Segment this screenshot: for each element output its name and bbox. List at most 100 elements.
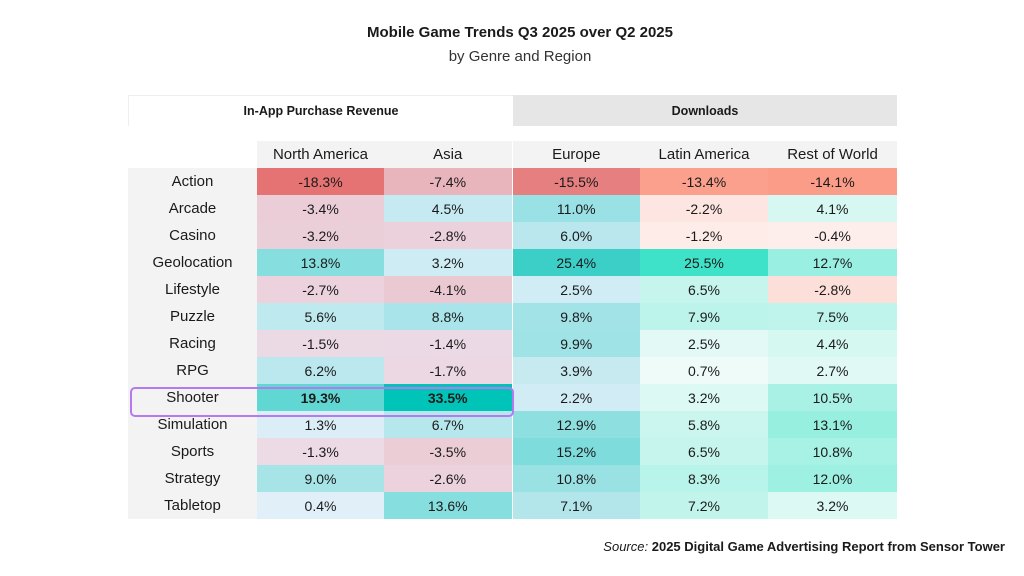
heatmap-cell: -3.2% [257,222,384,249]
heatmap-cell: 3.2% [640,384,768,411]
row-label: Geolocation [128,249,257,276]
heatmap-cell: 25.4% [511,249,640,276]
row-label: Tabletop [128,492,257,519]
heatmap-cell: 3.2% [384,249,512,276]
row-label: Shooter [128,384,257,411]
heatmap-cell: 5.6% [257,303,384,330]
heatmap-table: North America Asia Europe Latin America Rest… [128,141,897,519]
heatmap-cell: 13.8% [257,249,384,276]
heatmap-cell: 6.7% [384,411,512,438]
heatmap-cell: -1.3% [257,438,384,465]
row-label: Arcade [128,195,257,222]
heatmap-cell: 10.5% [768,384,897,411]
column-header: Latin America [640,141,768,168]
heatmap-cell: 13.1% [768,411,897,438]
heatmap-cell: -18.3% [257,168,384,195]
heatmap-cell: -2.7% [257,276,384,303]
heatmap-cell: 2.5% [640,330,768,357]
table-row: Sports -1.3% -3.5% 15.2% 6.5% 10.8% [128,438,897,465]
heatmap-cell: -14.1% [768,168,897,195]
heatmap-cell: 12.7% [768,249,897,276]
heatmap-cell: 6.5% [640,438,768,465]
table-row: Casino -3.2% -2.8% 6.0% -1.2% -0.4% [128,222,897,249]
heatmap-cell: -2.2% [640,195,768,222]
heatmap-cell: 2.5% [511,276,640,303]
heatmap-cell: 3.9% [511,357,640,384]
table-row: Tabletop 0.4% 13.6% 7.1% 7.2% 3.2% [128,492,897,519]
heatmap-cell: 1.3% [257,411,384,438]
column-header: Asia [384,141,512,168]
heatmap-cell: -1.5% [257,330,384,357]
table-row: RPG 6.2% -1.7% 3.9% 0.7% 2.7% [128,357,897,384]
heatmap-cell: 10.8% [511,465,640,492]
row-label: Strategy [128,465,257,492]
heatmap-cell: 6.5% [640,276,768,303]
heatmap-cell: 8.3% [640,465,768,492]
heatmap-cell: -3.4% [257,195,384,222]
table-row: Action -18.3% -7.4% -15.5% -13.4% -14.1% [128,168,897,195]
row-label: Racing [128,330,257,357]
heatmap-cell: 6.2% [257,357,384,384]
chart-title: Mobile Game Trends Q3 2025 over Q2 2025 [367,24,673,41]
column-header: Europe [511,141,640,168]
tab-bar: In-App Purchase Revenue Downloads [128,95,897,126]
heatmap-cell: 7.5% [768,303,897,330]
table-row: Racing -1.5% -1.4% 9.9% 2.5% 4.4% [128,330,897,357]
heatmap-cell: 0.4% [257,492,384,519]
heatmap-cell: -4.1% [384,276,512,303]
heatmap-cell: 4.4% [768,330,897,357]
heatmap-cell: 6.0% [511,222,640,249]
heatmap-cell: 8.8% [384,303,512,330]
heatmap-cell: 2.2% [511,384,640,411]
source-note: Source: 2025 Digital Game Advertising Re… [603,539,1005,554]
heatmap-cell: -1.7% [384,357,512,384]
heatmap-cell: 9.0% [257,465,384,492]
source-prefix: Source: [603,539,649,554]
heatmap-cell: 13.6% [384,492,512,519]
heatmap-cell: -1.4% [384,330,512,357]
heatmap-cell: 7.1% [511,492,640,519]
heatmap-cell: -3.5% [384,438,512,465]
heatmap-cell: 2.7% [768,357,897,384]
heatmap-cell: 3.2% [768,492,897,519]
heatmap-cell: 7.9% [640,303,768,330]
tab-downloads[interactable]: Downloads [513,95,897,126]
row-label: Action [128,168,257,195]
row-label: Sports [128,438,257,465]
heatmap-cell: -7.4% [384,168,512,195]
table-row: Shooter 19.3% 33.5% 2.2% 3.2% 10.5% [128,384,897,411]
heatmap-cell: 4.5% [384,195,512,222]
column-header: North America [257,141,384,168]
heatmap-cell: 5.8% [640,411,768,438]
heatmap-cell: -2.8% [384,222,512,249]
heatmap-cell: -13.4% [640,168,768,195]
row-label: Casino [128,222,257,249]
row-label: Simulation [128,411,257,438]
heatmap-cell: 9.9% [511,330,640,357]
source-text: 2025 Digital Game Advertising Report fro… [651,539,1005,554]
table-row: Strategy 9.0% -2.6% 10.8% 8.3% 12.0% [128,465,897,492]
table-row: Simulation 1.3% 6.7% 12.9% 5.8% 13.1% [128,411,897,438]
row-label: Lifestyle [128,276,257,303]
heatmap-cell: 7.2% [640,492,768,519]
table-row: Lifestyle -2.7% -4.1% 2.5% 6.5% -2.8% [128,276,897,303]
heatmap-cell: 11.0% [511,195,640,222]
heatmap-cell: 9.8% [511,303,640,330]
heatmap-cell: 33.5% [384,384,512,411]
row-label: RPG [128,357,257,384]
heatmap-cell: 12.0% [768,465,897,492]
heatmap-cell: -15.5% [511,168,640,195]
heatmap-cell: 25.5% [640,249,768,276]
column-header: Rest of World [768,141,897,168]
row-label: Puzzle [128,303,257,330]
table-row: Puzzle 5.6% 8.8% 9.8% 7.9% 7.5% [128,303,897,330]
table-row: Geolocation 13.8% 3.2% 25.4% 25.5% 12.7% [128,249,897,276]
chart-subtitle: by Genre and Region [448,48,592,65]
heatmap-cell: -2.8% [768,276,897,303]
heatmap-cell: 0.7% [640,357,768,384]
heatmap-cell: 15.2% [511,438,640,465]
tab-in-app-purchase-revenue[interactable]: In-App Purchase Revenue [128,95,513,126]
corner-cell [128,141,257,168]
heatmap-cell: 12.9% [511,411,640,438]
heatmap-cell: 10.8% [768,438,897,465]
